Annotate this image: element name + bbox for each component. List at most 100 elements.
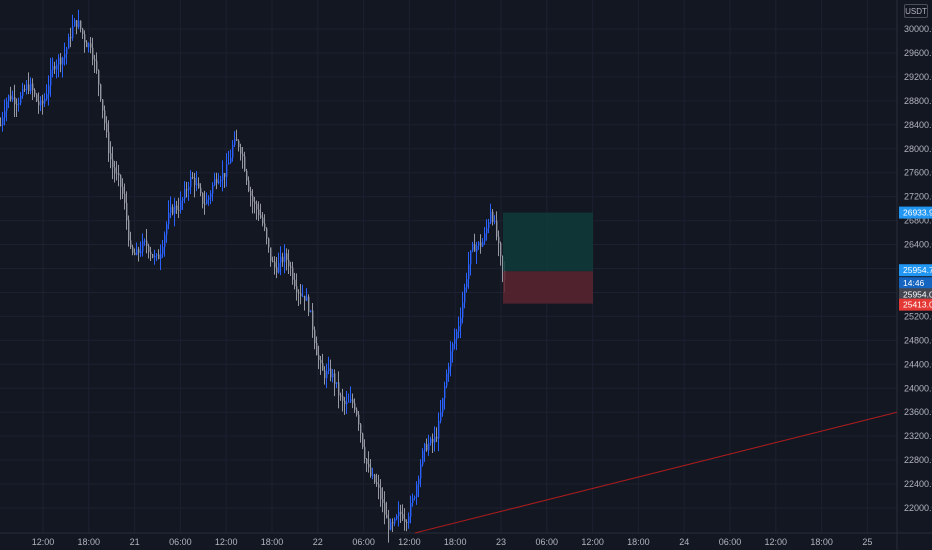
candle-body[interactable] [62, 57, 64, 65]
candle-body[interactable] [326, 371, 328, 379]
candle-body[interactable] [392, 522, 394, 524]
candle-body[interactable] [266, 228, 268, 239]
candle-body[interactable] [338, 382, 340, 396]
candle-body[interactable] [134, 252, 136, 255]
candle-body[interactable] [402, 514, 404, 519]
candle-body[interactable] [184, 189, 186, 199]
candle-body[interactable] [164, 234, 166, 248]
candle-body[interactable] [502, 256, 504, 271]
candle-body[interactable] [406, 521, 408, 524]
candle-body[interactable] [386, 514, 388, 519]
candle-body[interactable] [498, 236, 500, 244]
candle-body[interactable] [282, 256, 284, 262]
candle-body[interactable] [466, 279, 468, 288]
candle-body[interactable] [206, 199, 208, 204]
stop-price-label[interactable]: 25413.0 [899, 298, 932, 311]
candle-body[interactable] [286, 253, 288, 260]
candle-body[interactable] [438, 420, 440, 439]
candle-body[interactable] [130, 240, 132, 247]
candle-body[interactable] [422, 450, 424, 465]
candle-body[interactable] [110, 153, 112, 160]
candle-body[interactable] [178, 209, 180, 211]
candle-body[interactable] [94, 59, 96, 61]
trendline[interactable] [414, 411, 898, 534]
candle-body[interactable] [442, 398, 444, 413]
candle-body[interactable] [8, 95, 10, 102]
candle-body[interactable] [118, 173, 120, 176]
candle-body[interactable] [88, 43, 90, 48]
candle-body[interactable] [146, 240, 148, 246]
candle-body[interactable] [38, 101, 40, 106]
candle-body[interactable] [370, 467, 372, 476]
candle-body[interactable] [188, 187, 190, 190]
candle-body[interactable] [34, 90, 36, 95]
candle-body[interactable] [324, 370, 326, 379]
candle-body[interactable] [116, 173, 118, 175]
candle-body[interactable] [136, 249, 138, 255]
candle-body[interactable] [348, 401, 350, 403]
candle-body[interactable] [30, 83, 32, 92]
candle-body[interactable] [140, 251, 142, 253]
candle-body[interactable] [440, 412, 442, 421]
candle-countdown-label[interactable]: 14:46 [899, 277, 932, 290]
candle-body[interactable] [210, 193, 212, 198]
candle-body[interactable] [204, 203, 206, 205]
candle-body[interactable] [290, 266, 292, 268]
candle-body[interactable] [234, 139, 236, 146]
candle-body[interactable] [2, 117, 4, 125]
candle-body[interactable] [352, 399, 354, 404]
candle-body[interactable] [142, 241, 144, 252]
candle-body[interactable] [382, 499, 384, 503]
candle-body[interactable] [216, 179, 218, 184]
candle-body[interactable] [112, 159, 114, 168]
candle-body[interactable] [284, 253, 286, 262]
candle-body[interactable] [170, 207, 172, 213]
candle-body[interactable] [396, 515, 398, 519]
candle-body[interactable] [4, 110, 6, 118]
candle-body[interactable] [300, 293, 302, 296]
candle-body[interactable] [500, 243, 502, 257]
candle-body[interactable] [244, 156, 246, 171]
candle-body[interactable] [238, 140, 240, 148]
candle-body[interactable] [174, 205, 176, 214]
candle-body[interactable] [412, 498, 414, 503]
candle-body[interactable] [50, 70, 52, 86]
candle-body[interactable] [404, 518, 406, 522]
candle-body[interactable] [148, 245, 150, 253]
candle-body[interactable] [452, 343, 454, 352]
candle-body[interactable] [58, 57, 60, 65]
candle-body[interactable] [362, 433, 364, 448]
candle-body[interactable] [154, 255, 156, 258]
currency-badge[interactable]: USDT [904, 4, 928, 18]
candle-body[interactable] [132, 246, 134, 253]
candle-body[interactable] [490, 211, 492, 223]
candle-body[interactable] [222, 173, 224, 180]
candle-body[interactable] [446, 373, 448, 387]
candle-body[interactable] [18, 103, 20, 105]
candle-body[interactable] [66, 48, 68, 55]
candle-body[interactable] [366, 459, 368, 464]
candle-body[interactable] [430, 438, 432, 444]
candle-body[interactable] [198, 183, 200, 188]
candle-body[interactable] [302, 295, 304, 297]
candle-body[interactable] [492, 211, 494, 222]
candle-body[interactable] [320, 360, 322, 364]
candle-body[interactable] [176, 205, 178, 210]
candle-body[interactable] [90, 43, 92, 48]
candle-body[interactable] [480, 242, 482, 247]
profit-zone[interactable] [503, 212, 593, 272]
candle-body[interactable] [262, 217, 264, 224]
candle-body[interactable] [420, 464, 422, 479]
candle-body[interactable] [52, 65, 54, 71]
candle-body[interactable] [364, 447, 366, 460]
candle-body[interactable] [106, 123, 108, 133]
candle-body[interactable] [354, 403, 356, 410]
candle-body[interactable] [310, 310, 312, 313]
candle-body[interactable] [92, 47, 94, 60]
candle-body[interactable] [70, 37, 72, 39]
candle-body[interactable] [32, 83, 34, 91]
candle-body[interactable] [104, 110, 106, 124]
candle-body[interactable] [316, 343, 318, 356]
candle-body[interactable] [388, 518, 390, 530]
candle-body[interactable] [20, 95, 22, 104]
